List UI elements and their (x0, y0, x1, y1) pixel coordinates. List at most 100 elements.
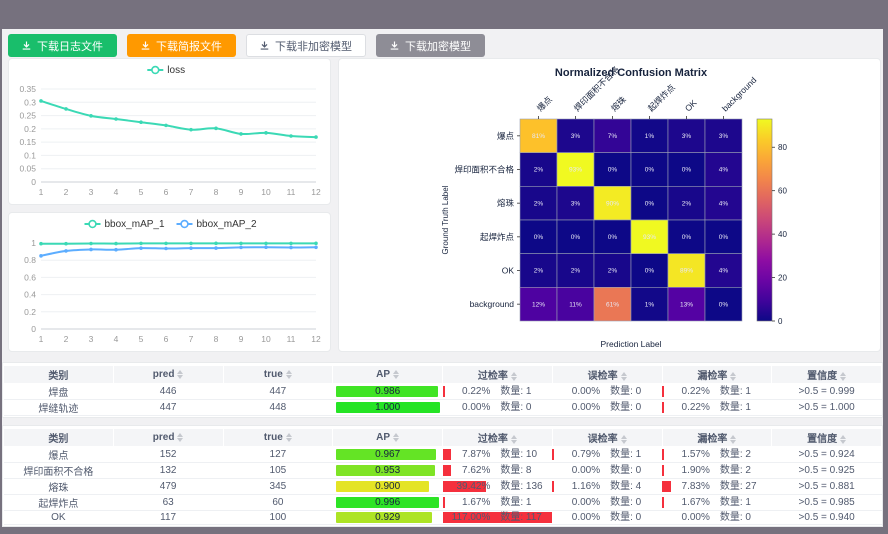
rate-count: 数量: 0 (610, 464, 656, 477)
sort-caret-icon[interactable] (393, 433, 399, 442)
chart-legend[interactable]: bbox_mAP_1 bbox_mAP_2 (85, 219, 257, 230)
svg-text:4: 4 (114, 334, 119, 344)
cell-false-rate: 0.00%数量: 0 (552, 384, 662, 400)
col-header-label: 类别 (48, 434, 68, 445)
sort-caret-icon[interactable] (286, 433, 292, 442)
download-plain-model-button[interactable]: 下载非加密模型 (246, 34, 366, 57)
sort-caret-icon[interactable] (393, 370, 399, 379)
svg-text:90%: 90% (606, 200, 619, 207)
cell-over-rate: 117.00%数量: 117 (443, 511, 553, 525)
download-log-button[interactable]: 下载日志文件 (8, 34, 117, 57)
chart-legend[interactable]: loss (147, 65, 185, 76)
download-report-button[interactable]: 下载简报文件 (127, 34, 236, 57)
download-log-label: 下载日志文件 (37, 38, 103, 54)
cell-class: 起焊炸点 (4, 495, 114, 511)
rate-count: 数量: 2 (720, 448, 766, 461)
col-header-label: AP (376, 432, 390, 443)
sort-caret-icon[interactable] (177, 370, 183, 379)
sort-caret-icon[interactable] (730, 435, 736, 444)
cell-confidence: >0.5 = 0.925 (772, 463, 882, 479)
svg-text:4%: 4% (719, 167, 729, 174)
rate-count: 数量: 1 (720, 401, 766, 414)
cell-over-rate: 0.00%数量: 0 (443, 400, 553, 416)
svg-text:bbox_mAP_2: bbox_mAP_2 (197, 219, 257, 230)
col-header-AP[interactable]: AP (333, 429, 443, 447)
cell-class: 爆点 (4, 447, 114, 463)
col-header-漏检率[interactable]: 漏检率 (662, 429, 772, 447)
svg-text:4%: 4% (719, 200, 729, 207)
cell-pred: 447 (113, 400, 223, 416)
svg-text:0%: 0% (645, 167, 655, 174)
col-header-置信度[interactable]: 置信度 (772, 429, 882, 447)
sort-caret-icon[interactable] (511, 372, 517, 381)
svg-text:11: 11 (287, 187, 296, 197)
cell-miss-rate: 1.67%数量: 1 (662, 495, 772, 511)
rate-percent: 1.67% (668, 496, 710, 509)
sort-caret-icon[interactable] (840, 372, 846, 381)
col-header-漏检率[interactable]: 漏检率 (662, 366, 772, 384)
rate-percent: 0.00% (558, 464, 600, 477)
cell-true: 105 (223, 463, 333, 479)
ap-value: 0.929 (336, 512, 440, 523)
sort-caret-icon[interactable] (511, 435, 517, 444)
sort-caret-icon[interactable] (621, 435, 627, 444)
col-header-类别: 类别 (4, 429, 114, 447)
sort-caret-icon[interactable] (177, 433, 183, 442)
svg-text:3%: 3% (571, 200, 581, 207)
rate-percent: 0.22% (668, 385, 710, 398)
download-report-label: 下载简报文件 (156, 38, 222, 54)
col-header-过检率[interactable]: 过检率 (443, 429, 553, 447)
svg-text:7%: 7% (608, 133, 618, 140)
cell-pred: 117 (113, 511, 223, 525)
col-header-true[interactable]: true (223, 366, 333, 384)
col-header-label: pred (153, 432, 175, 443)
col-header-误检率[interactable]: 误检率 (552, 429, 662, 447)
svg-text:2: 2 (64, 187, 69, 197)
legend-item-loss[interactable]: loss (147, 65, 185, 76)
svg-text:0%: 0% (682, 167, 692, 174)
col-header-label: 置信度 (807, 371, 837, 382)
sort-caret-icon[interactable] (286, 370, 292, 379)
legend-item-bbox_mAP_2[interactable]: bbox_mAP_2 (177, 219, 257, 230)
heatmap-title: Normalized Confusion Matrix (555, 67, 708, 79)
svg-text:93%: 93% (569, 167, 582, 174)
svg-text:4%: 4% (719, 268, 729, 275)
rate-count: 数量: 2 (720, 464, 766, 477)
rate-count: 数量: 117 (500, 511, 546, 524)
cell-class: 焊印面积不合格 (4, 463, 114, 479)
col-header-误检率[interactable]: 误检率 (552, 366, 662, 384)
col-header-置信度[interactable]: 置信度 (772, 366, 882, 384)
svg-text:0%: 0% (534, 234, 544, 241)
download-icon (390, 41, 399, 50)
legend-item-bbox_mAP_1[interactable]: bbox_mAP_1 (85, 219, 165, 230)
cell-true: 60 (223, 495, 333, 511)
download-icon (22, 41, 31, 50)
col-header-pred[interactable]: pred (113, 429, 223, 447)
sort-caret-icon[interactable] (621, 372, 627, 381)
rate-count: 数量: 4 (610, 480, 656, 493)
rate-count: 数量: 10 (500, 448, 546, 461)
rate-percent: 0.00% (448, 401, 490, 414)
svg-text:12: 12 (311, 187, 321, 197)
col-header-pred[interactable]: pred (113, 366, 223, 384)
download-encrypted-model-button[interactable]: 下载加密模型 (376, 34, 485, 57)
col-header-true[interactable]: true (223, 429, 333, 447)
col-header-label: true (264, 369, 283, 380)
download-icon (260, 41, 269, 50)
sort-caret-icon[interactable] (730, 372, 736, 381)
download-icon (141, 41, 150, 50)
col-header-过检率[interactable]: 过检率 (443, 366, 553, 384)
col-header-AP[interactable]: AP (333, 366, 443, 384)
cell-confidence: >0.5 = 0.940 (772, 511, 882, 525)
svg-text:5: 5 (139, 187, 144, 197)
rate-percent: 1.90% (668, 464, 710, 477)
sort-caret-icon[interactable] (840, 435, 846, 444)
col-header-label: 过检率 (478, 434, 508, 445)
cell-ap: 0.929 (333, 511, 443, 525)
